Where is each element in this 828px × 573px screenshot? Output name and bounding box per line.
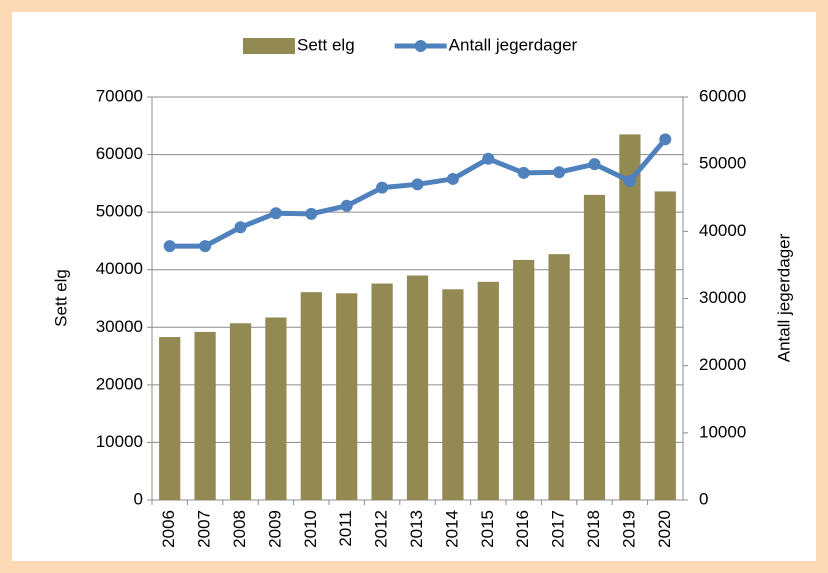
bar	[477, 281, 499, 500]
marker	[553, 166, 566, 179]
legend-swatch	[243, 38, 295, 54]
y-tick-label: 20000	[96, 374, 143, 393]
bar	[619, 134, 641, 500]
x-tick-label: 2019	[619, 510, 638, 548]
bar	[336, 293, 358, 500]
marker	[199, 240, 212, 253]
x-tick-label: 2017	[549, 510, 568, 548]
marker	[269, 207, 282, 220]
x-tick-label: 2016	[513, 510, 532, 548]
bar	[265, 317, 287, 500]
marker	[411, 178, 424, 191]
bar	[442, 289, 464, 500]
y2-tick-label: 40000	[699, 221, 746, 240]
bar	[229, 323, 252, 500]
marker	[305, 207, 318, 220]
marker	[340, 199, 353, 212]
marker	[234, 221, 247, 234]
x-tick-label: 2014	[442, 510, 461, 548]
marker	[588, 158, 601, 171]
y2-tick-label: 20000	[699, 355, 746, 374]
legend-label: Sett elg	[297, 35, 355, 54]
bar	[583, 194, 606, 500]
y-tick-label: 50000	[96, 202, 143, 221]
legend-label: Antall jegerdager	[449, 35, 578, 54]
y-tick-label: 0	[134, 489, 143, 508]
marker	[446, 172, 459, 185]
y-tick-label: 10000	[96, 432, 143, 451]
y2-tick-label: 30000	[699, 288, 746, 307]
marker	[659, 133, 672, 146]
marker	[376, 181, 389, 194]
bar	[513, 259, 535, 500]
y-tick-label: 30000	[96, 317, 143, 336]
legend-swatch	[414, 40, 427, 52]
bar	[300, 292, 322, 500]
x-tick-label: 2011	[336, 510, 355, 547]
x-tick-label: 2010	[301, 510, 320, 548]
bar	[371, 283, 393, 500]
y2-tick-label: 10000	[699, 422, 746, 441]
y2-tick-label: 50000	[699, 154, 746, 173]
y2-axis-label: Antall jegerdager	[774, 233, 793, 362]
x-tick-label: 2009	[265, 510, 284, 548]
bar	[159, 337, 181, 500]
x-tick-label: 2018	[584, 510, 603, 548]
y-axis-label: Sett elg	[51, 269, 70, 327]
x-tick-label: 2020	[655, 510, 674, 548]
y2-tick-label: 0	[699, 489, 708, 508]
x-tick-label: 2015	[478, 510, 497, 548]
x-tick-label: 2012	[372, 510, 391, 548]
y-tick-label: 40000	[96, 259, 143, 278]
x-tick-label: 2008	[230, 510, 249, 548]
y2-tick-label: 60000	[699, 86, 746, 105]
x-tick-label: 2006	[159, 510, 178, 548]
y-tick-label: 60000	[96, 144, 143, 163]
marker	[482, 152, 495, 165]
marker	[623, 174, 636, 187]
bar	[548, 254, 570, 500]
x-tick-label: 2007	[195, 510, 214, 548]
bar	[194, 331, 216, 500]
y-tick-label: 70000	[96, 86, 143, 105]
bar	[406, 275, 429, 500]
bar	[654, 191, 676, 500]
marker	[163, 240, 176, 253]
x-tick-label: 2013	[407, 510, 426, 548]
marker	[517, 166, 530, 179]
